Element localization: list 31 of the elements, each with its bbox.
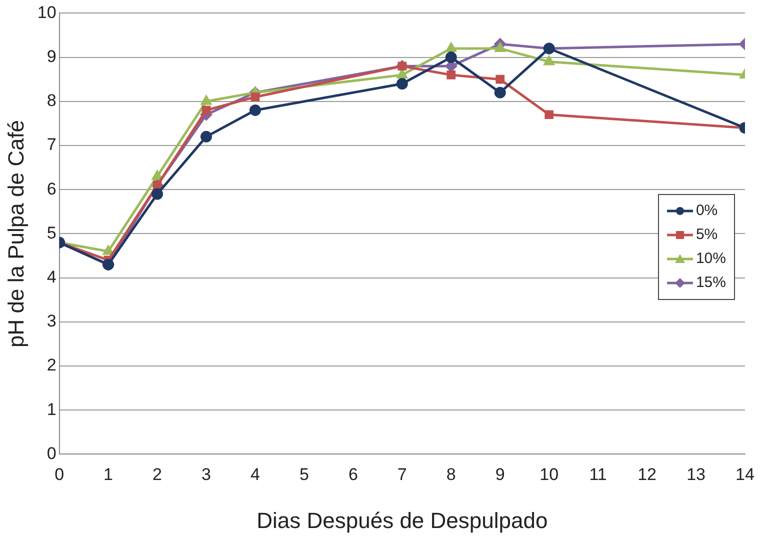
legend-label: 10%: [696, 250, 726, 268]
y-tick-label: 7: [46, 135, 56, 154]
x-tick-label: 7: [397, 465, 407, 484]
x-tick-label: 14: [736, 465, 754, 484]
x-tick-label: 5: [299, 465, 309, 484]
y-tick-label: 3: [46, 312, 56, 331]
y-tick-label: 6: [46, 179, 56, 198]
y-axis-title: pH de la Pulpa de Café: [3, 120, 28, 348]
legend-label: 15%: [696, 274, 726, 292]
legend-label: 0%: [696, 202, 718, 220]
y-tick-label: 8: [46, 91, 56, 110]
legend-label: 5%: [696, 226, 718, 244]
x-tick-label: 4: [250, 465, 260, 484]
x-tick-label: 8: [446, 465, 456, 484]
x-tick-label: 9: [495, 465, 505, 484]
y-tick-label: 0: [46, 444, 56, 463]
y-tick-label: 10: [37, 2, 56, 22]
y-tick-label: 5: [46, 223, 56, 242]
x-tick-label: 2: [152, 465, 162, 484]
y-tick-label: 1: [46, 400, 56, 419]
y-tick-label: 2: [46, 356, 56, 375]
x-tick-label: 10: [540, 465, 559, 484]
x-tick-label: 13: [686, 465, 706, 484]
x-tick-label: 6: [348, 465, 358, 484]
y-tick-label: 4: [46, 267, 56, 286]
x-tick-label: 1: [104, 465, 114, 484]
x-tick-label: 3: [202, 465, 211, 484]
x-axis-title: Dias Después de Despulpado: [256, 508, 548, 533]
x-tick-label: 11: [589, 465, 607, 484]
y-tick-label: 9: [46, 46, 56, 66]
x-tick-label: 12: [638, 465, 657, 484]
